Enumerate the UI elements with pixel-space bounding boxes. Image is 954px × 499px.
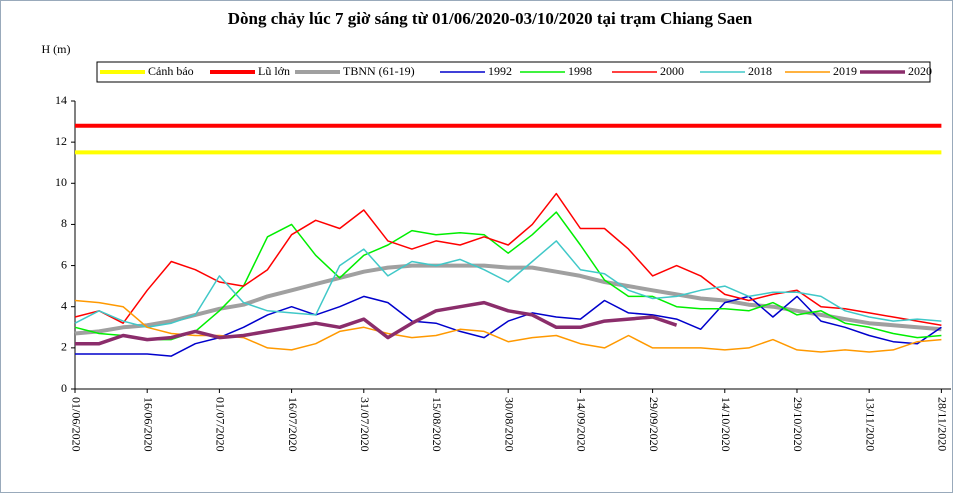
series-line: [74, 263, 942, 336]
x-tick-label: 29/10/2020: [791, 397, 805, 452]
series-line: [74, 211, 942, 341]
series-line: [74, 299, 942, 353]
series-line: [74, 240, 942, 329]
x-tick-label: 16/07/2020: [286, 397, 300, 452]
y-tick-label: 12: [55, 134, 67, 148]
y-tick-label: 2: [61, 340, 67, 354]
x-tick-label: 14/10/2020: [719, 397, 733, 452]
series-line: [74, 192, 942, 326]
legend-label: TBNN (61-19): [343, 64, 415, 78]
x-tick-label: 01/07/2020: [214, 397, 228, 452]
y-tick-label: 8: [61, 216, 67, 230]
legend: [96, 61, 931, 83]
legend-label: Lũ lớn: [258, 64, 290, 78]
x-tick-label: 29/09/2020: [647, 397, 661, 452]
legend-label: 2000: [660, 64, 684, 78]
legend-label: 2018: [748, 64, 772, 78]
legend-label: 2020: [908, 64, 932, 78]
legend-label: 1992: [488, 64, 512, 78]
x-tick-label: 31/07/2020: [358, 397, 372, 452]
y-tick-label: 0: [61, 381, 67, 395]
y-tick-label: 4: [61, 298, 67, 312]
series-line: [75, 300, 678, 346]
legend-label: Cảnh báo: [148, 64, 194, 78]
chart-title: Dòng chảy lúc 7 giờ sáng từ 01/06/2020-0…: [228, 9, 753, 28]
x-tick-label: 15/08/2020: [430, 397, 444, 452]
x-tick-label: 01/06/2020: [69, 397, 83, 452]
legend-label: 2019: [833, 64, 857, 78]
x-tick-label: 30/08/2020: [502, 397, 516, 452]
x-tick-label: 13/11/2020: [863, 397, 877, 451]
legend-label: 1998: [568, 64, 592, 78]
y-axis-label: H (m): [42, 42, 71, 56]
x-tick-label: 14/09/2020: [575, 397, 589, 452]
y-tick-label: 6: [61, 257, 67, 271]
x-tick-label: 28/11/2020: [936, 397, 950, 451]
y-tick-label: 14: [55, 93, 67, 107]
x-tick-label: 16/06/2020: [141, 397, 155, 452]
y-tick-label: 10: [55, 175, 67, 189]
